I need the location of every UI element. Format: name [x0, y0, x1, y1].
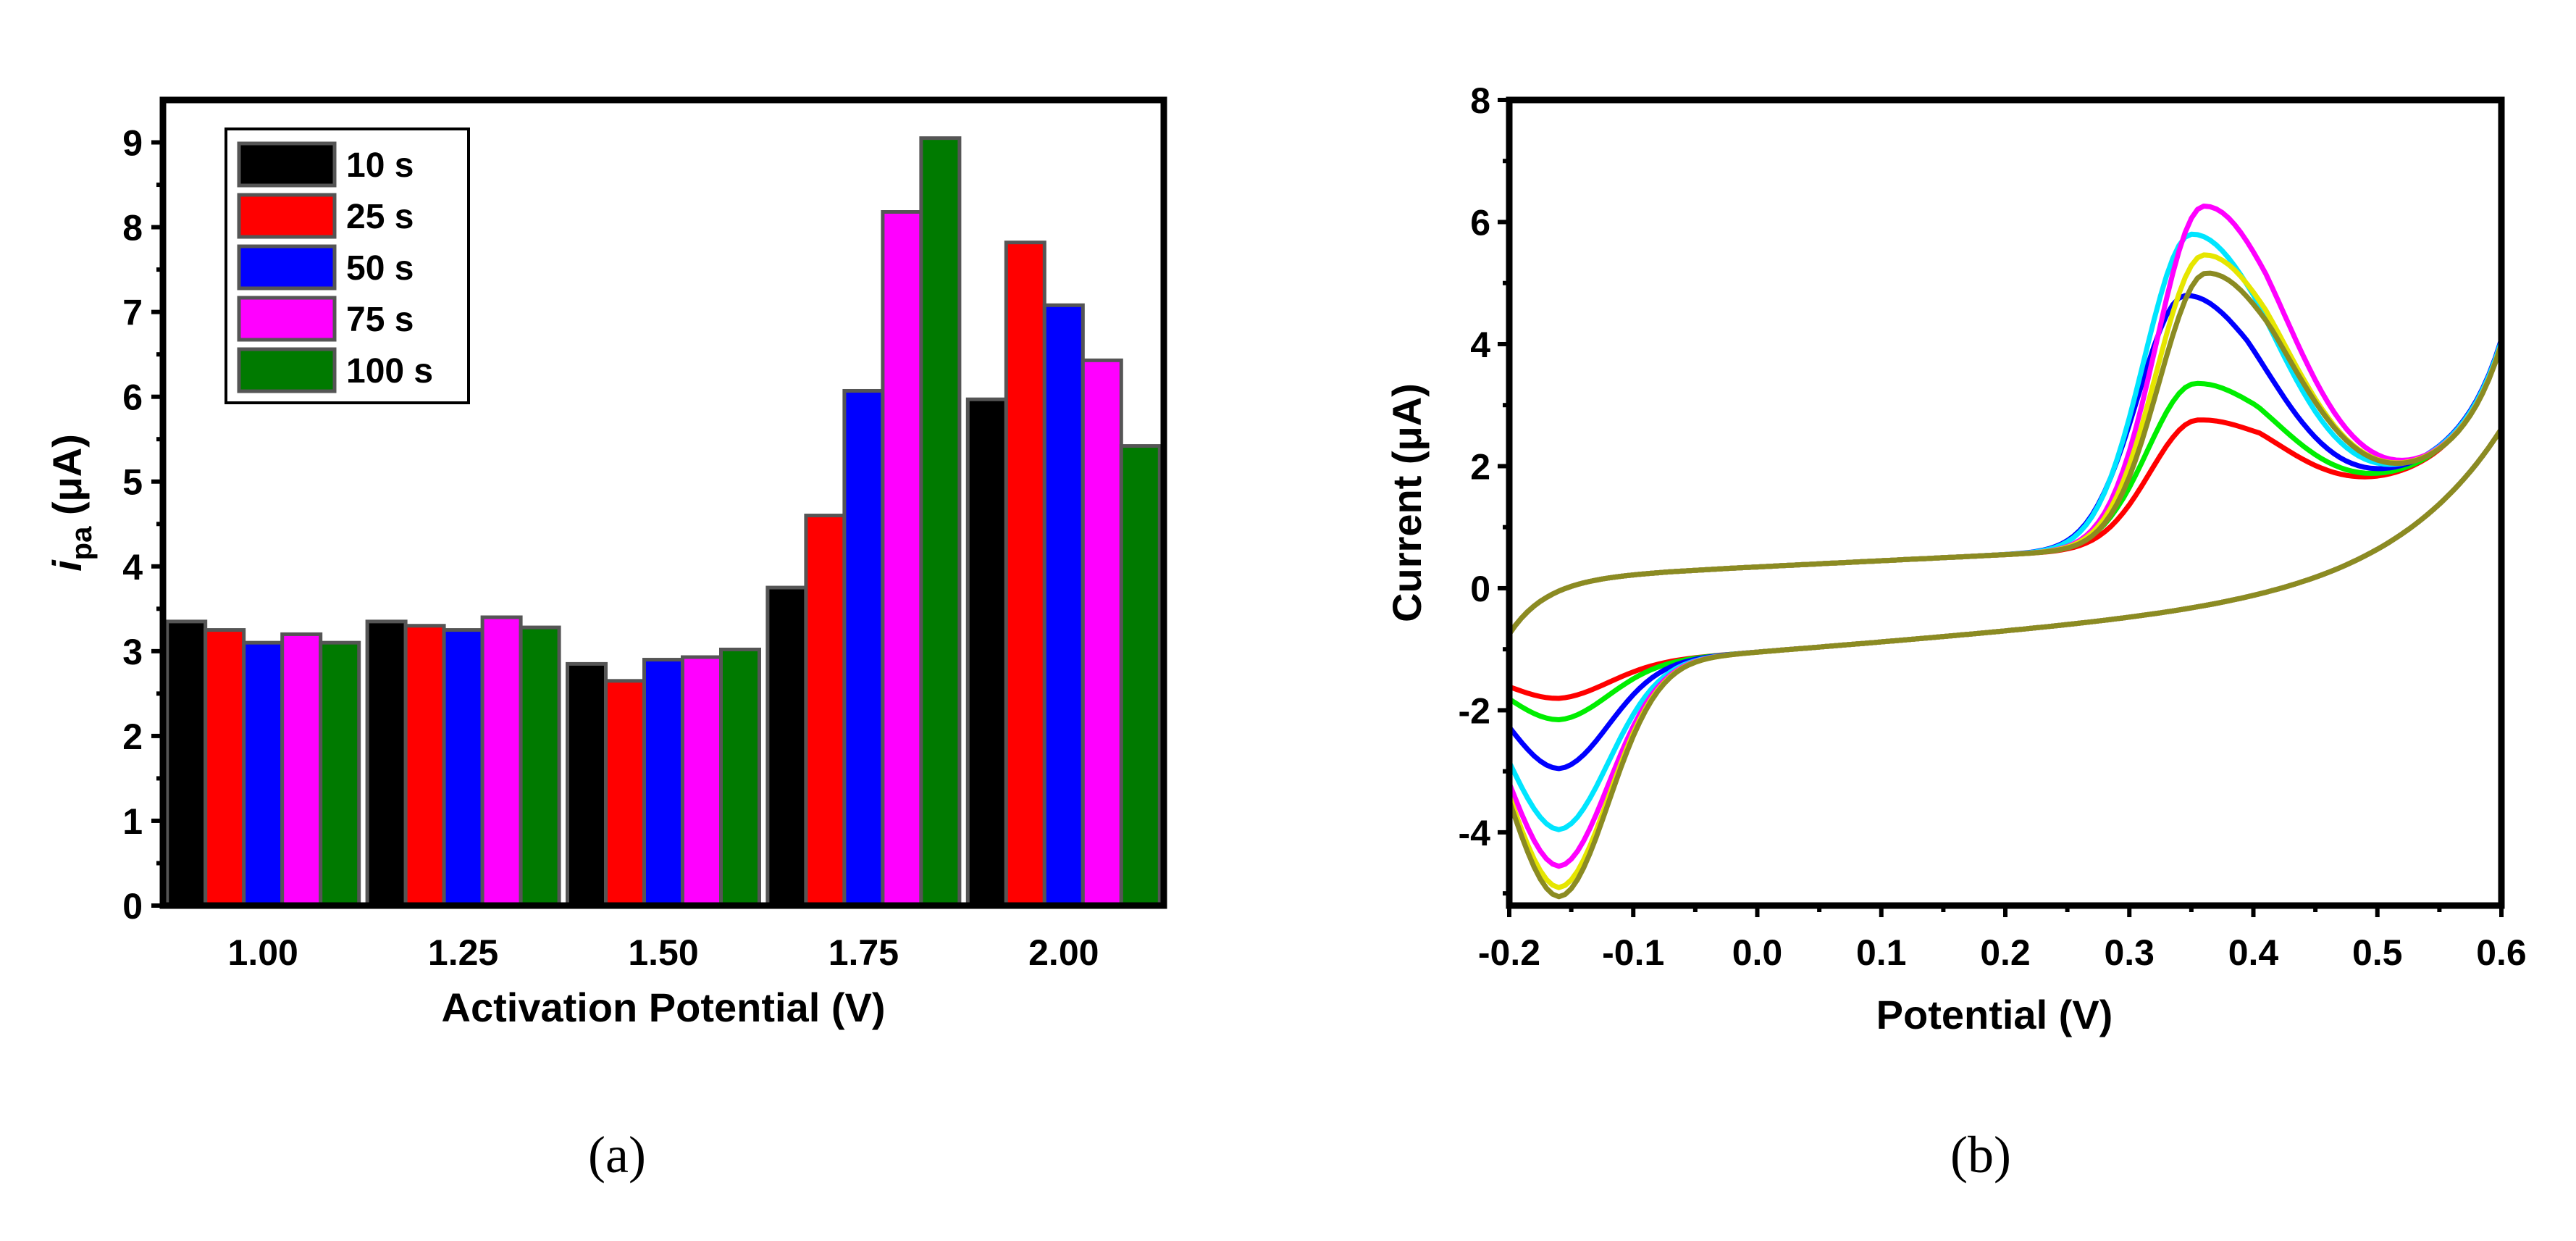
bar	[204, 628, 246, 908]
y-axis-title-unit: (μA)	[44, 434, 90, 527]
x-tick-label: 0.3	[2104, 932, 2155, 973]
bar-chart-x-axis-title: Activation Potential (V)	[442, 985, 886, 1030]
bar	[965, 397, 1008, 908]
y-tick-label: 4	[122, 547, 143, 588]
y-tick-label: 9	[122, 123, 143, 164]
panel-label-b: (b)	[1950, 1126, 2011, 1184]
bar	[881, 210, 923, 908]
cv-chart-y-axis-title: Current (μA)	[1384, 383, 1430, 622]
legend-label: 50 s	[346, 249, 414, 288]
x-tick-label: 0.1	[1856, 932, 1907, 973]
bar	[604, 679, 646, 908]
x-tick-label: 0.6	[2476, 932, 2527, 973]
x-tick-label: 1.50	[628, 932, 698, 973]
legend-label: 100 s	[346, 352, 433, 390]
bar	[480, 615, 523, 908]
x-tick-label: 1.00	[228, 932, 298, 973]
bar-chart-y-axis-title: ipa (μA)	[44, 434, 98, 572]
legend-label: 10 s	[346, 146, 414, 185]
y-tick-label: 8	[122, 208, 143, 248]
y-tick-label: 0	[1470, 569, 1490, 609]
legend-swatch	[237, 141, 337, 188]
bar	[442, 628, 484, 908]
cv-curve	[1506, 231, 2504, 832]
bar	[319, 640, 361, 908]
bar-series-group	[165, 136, 1162, 908]
bar	[919, 136, 962, 908]
bar-chart-legend: 10 s 25 s 50 s 75 s 100 s	[225, 128, 470, 404]
bar	[519, 625, 561, 908]
legend-swatch	[237, 347, 337, 393]
bar	[566, 661, 608, 908]
bar	[280, 632, 323, 908]
y-tick-label: -2	[1459, 690, 1490, 731]
bar	[1004, 241, 1046, 908]
y-tick-label: 6	[122, 377, 143, 418]
y-tick-label: 2	[122, 716, 143, 757]
panel-label-a: (a)	[588, 1126, 646, 1184]
bar	[1042, 303, 1085, 908]
bar	[842, 388, 885, 908]
bar	[765, 585, 808, 908]
y-tick-label: 5	[122, 462, 143, 503]
y-tick-label: 4	[1470, 325, 1490, 365]
y-tick-label: 1	[122, 801, 143, 842]
bar	[242, 640, 285, 908]
bar	[804, 514, 847, 908]
y-tick-label: 7	[122, 293, 143, 333]
x-tick-label: -0.2	[1478, 932, 1540, 973]
bar	[642, 658, 684, 908]
y-tick-label: 8	[1470, 80, 1490, 121]
bar	[681, 655, 723, 908]
cv-curve	[1506, 204, 2504, 869]
cv-curve	[1506, 270, 2504, 900]
bar	[403, 624, 446, 908]
legend-label: 25 s	[346, 198, 414, 236]
y-tick-label: 0	[122, 886, 143, 927]
cv-chart-frame	[1506, 96, 2505, 909]
x-tick-label: 0.4	[2228, 932, 2279, 973]
y-tick-label: 6	[1470, 202, 1490, 243]
cv-curve	[1506, 293, 2504, 772]
x-tick-label: 0.5	[2352, 932, 2403, 973]
y-axis-title-italic: i	[44, 559, 90, 572]
bar-chart-y-ticks: 0 1 2 3 4 5 6 7 8 9	[122, 123, 163, 927]
bar	[1081, 358, 1123, 908]
bar-chart-panel: 0 1 2 3 4 5 6 7 8 9 1.00 1.25 1.50 1.75 2.00 Activati…	[44, 96, 1167, 1184]
x-tick-label: 1.75	[828, 932, 899, 973]
x-tick-label: -0.1	[1602, 932, 1664, 973]
bar	[719, 648, 761, 908]
cv-chart-x-axis-title: Potential (V)	[1876, 992, 2113, 1037]
cv-chart-y-ticks: -4 -2 0 2 4 6 8	[1459, 80, 1509, 896]
x-tick-label: 0.2	[1980, 932, 2031, 973]
y-axis-title-subscript: pa	[66, 526, 98, 560]
x-tick-label: 1.25	[428, 932, 498, 973]
bar	[1119, 444, 1162, 908]
legend-swatch	[237, 244, 337, 291]
y-tick-label: 3	[122, 632, 143, 672]
cv-chart-x-ticks: -0.2 -0.1 0.0 0.1 0.2 0.3 0.4 0.5 0.6	[1478, 906, 2527, 973]
bar	[365, 619, 408, 908]
x-tick-label: 0.0	[1732, 932, 1783, 973]
legend-swatch	[237, 296, 337, 342]
bar-chart-x-ticks: 1.00 1.25 1.50 1.75 2.00	[228, 932, 1099, 973]
bar-chart-frame	[159, 96, 1167, 909]
legend-label: 75 s	[346, 301, 414, 339]
cv-curve	[1506, 340, 2504, 701]
y-tick-label: 2	[1470, 446, 1490, 487]
bar	[165, 619, 208, 908]
y-tick-label: -4	[1459, 813, 1491, 853]
x-tick-label: 2.00	[1028, 932, 1099, 973]
legend-swatch	[237, 193, 337, 239]
cv-curves-group	[1506, 204, 2504, 900]
